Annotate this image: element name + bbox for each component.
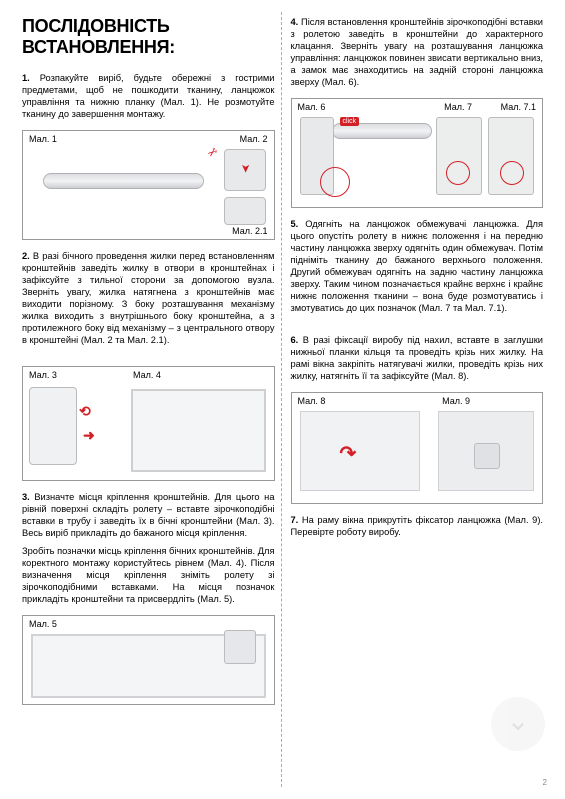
arrow-3b: ➜ bbox=[83, 427, 95, 444]
fig-label-2-1: Мал. 2.1 bbox=[232, 226, 267, 236]
fig-label-3: Мал. 3 bbox=[29, 370, 57, 380]
page-number: 2 bbox=[543, 778, 547, 787]
step-3-num: 3. bbox=[22, 492, 30, 502]
step-4-text: Після встановлення кронштейнів зірочкопо… bbox=[291, 17, 544, 87]
left-column: ПОСЛІДОВНІСТЬ ВСТАНОВЛЕННЯ: 1. Розпакуйт… bbox=[22, 16, 275, 783]
figure-1-2: Мал. 1 Мал. 2 Мал. 2.1 ✂ ➤ bbox=[22, 130, 275, 240]
bracket-5 bbox=[224, 630, 256, 664]
step-1-num: 1. bbox=[22, 73, 30, 83]
bracket-3 bbox=[29, 387, 77, 465]
step-7-text: На раму вікна прикрутіть фіксатор ланцюж… bbox=[291, 515, 544, 537]
step-6-text: В разі фіксації виробу під нахил, вставт… bbox=[291, 335, 544, 381]
fig-label-6: Мал. 6 bbox=[298, 102, 326, 112]
step-2-num: 2. bbox=[22, 251, 30, 261]
page-root: ПОСЛІДОВНІСТЬ ВСТАНОВЛЕННЯ: 1. Розпакуйт… bbox=[0, 0, 565, 799]
step-3: 3. Визначте місця кріплення кронштейнів.… bbox=[22, 491, 275, 539]
step-5-text: Одягніть на ланцюжок обмежувачі ланцюжка… bbox=[291, 219, 544, 313]
step-2-text: В разі бічного проведення жилки перед вс… bbox=[22, 251, 275, 345]
step-5: 5. Одягніть на ланцюжок обмежувачі ланцю… bbox=[291, 218, 544, 314]
panel-8 bbox=[300, 411, 420, 491]
figure-6-7: Мал. 6 Мал. 7 Мал. 7.1 click bbox=[291, 98, 544, 208]
detail-circle-2 bbox=[446, 161, 470, 185]
fixator-9 bbox=[474, 443, 500, 469]
step-3b-text: Зробіть позначки місць кріплення бічних … bbox=[22, 546, 275, 604]
step-3-text: Визначте місця кріплення кронштейнів. Дл… bbox=[22, 492, 275, 538]
step-5-num: 5. bbox=[291, 219, 299, 229]
step-1: 1. Розпакуйте виріб, будьте обережні з г… bbox=[22, 72, 275, 120]
step-1-text: Розпакуйте виріб, будьте обережні з гост… bbox=[22, 73, 275, 119]
fig-label-1: Мал. 1 bbox=[29, 134, 57, 144]
step-4-num: 4. bbox=[291, 17, 299, 27]
fig-label-7-1: Мал. 7.1 bbox=[501, 102, 536, 112]
scissors-icon: ✂ bbox=[204, 143, 221, 160]
step-2: 2. В разі бічного проведення жилки перед… bbox=[22, 250, 275, 346]
step-3b: Зробіть позначки місць кріплення бічних … bbox=[22, 545, 275, 605]
click-badge: click bbox=[340, 117, 360, 126]
step-7: 7. На раму вікна прикрутіть фіксатор лан… bbox=[291, 514, 544, 538]
fig-label-5: Мал. 5 bbox=[29, 619, 57, 629]
bracket-right-2 bbox=[224, 197, 266, 225]
step-7-num: 7. bbox=[291, 515, 299, 525]
fig-label-8: Мал. 8 bbox=[298, 396, 326, 406]
figure-3-4: Мал. 3 Мал. 4 ⟲ ➜ bbox=[22, 366, 275, 481]
fig-label-4: Мал. 4 bbox=[133, 370, 161, 380]
step-6: 6. В разі фіксації виробу під нахил, вст… bbox=[291, 334, 544, 382]
figure-5: Мал. 5 bbox=[22, 615, 275, 705]
curve-arrow-8: ↷ bbox=[340, 441, 357, 466]
arrow-icon: ➤ bbox=[240, 164, 251, 172]
step-4: 4. Після встановлення кронштейнів зірочк… bbox=[291, 16, 544, 88]
fig-label-7: Мал. 7 bbox=[444, 102, 472, 112]
detail-circle-1 bbox=[320, 167, 350, 197]
tube-illustration bbox=[43, 173, 204, 189]
fig-label-2: Мал. 2 bbox=[240, 134, 268, 144]
page-title: ПОСЛІДОВНІСТЬ ВСТАНОВЛЕННЯ: bbox=[22, 16, 275, 58]
arrow-3a: ⟲ bbox=[79, 403, 91, 420]
frame-4 bbox=[131, 389, 266, 472]
figure-8-9: Мал. 8 Мал. 9 ↷ bbox=[291, 392, 544, 504]
fig-label-9: Мал. 9 bbox=[442, 396, 470, 406]
detail-circle-3 bbox=[500, 161, 524, 185]
watermark-icon bbox=[491, 697, 545, 751]
step-6-num: 6. bbox=[291, 335, 299, 345]
divider-vertical bbox=[281, 12, 282, 787]
right-column: 4. Після встановлення кронштейнів зірочк… bbox=[291, 16, 544, 783]
